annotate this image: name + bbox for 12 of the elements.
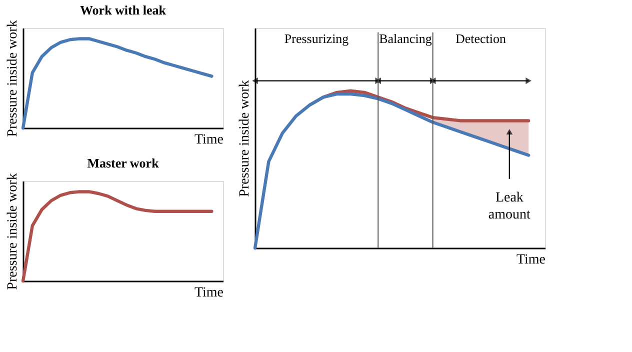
text: Balancing <box>379 31 432 46</box>
chart-title: Work with leak <box>80 2 167 18</box>
x-axis-title: Time <box>516 252 546 268</box>
chart-title: Master work <box>87 156 160 171</box>
text: Detection <box>455 31 506 46</box>
text: Pressurizing <box>284 31 350 46</box>
y-axis-title: Pressure inside work <box>238 80 252 197</box>
x-axis-title: Time <box>194 132 224 148</box>
x-axis-title: Time <box>194 286 224 300</box>
y-axis-title: Pressure inside work <box>6 173 20 290</box>
y-axis-title: Pressure inside work <box>6 20 20 137</box>
annotation: Leak amount <box>488 190 531 223</box>
